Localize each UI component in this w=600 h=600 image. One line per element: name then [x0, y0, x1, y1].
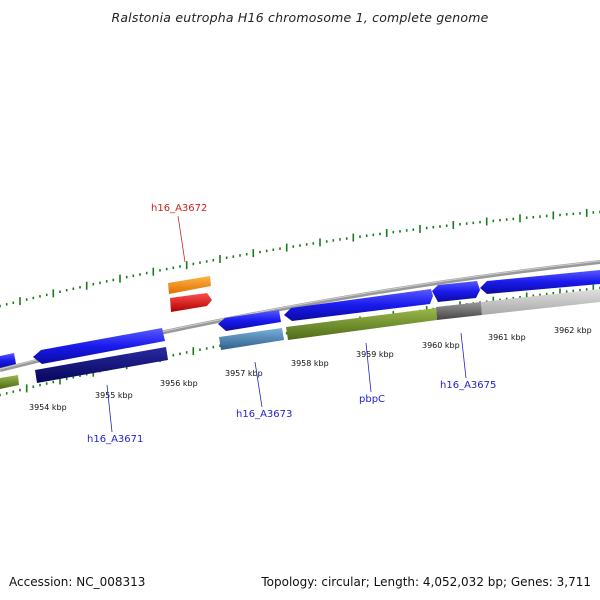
tick-label: 3961 kbp: [488, 333, 526, 342]
tick-label: 3959 kbp: [356, 350, 394, 359]
gene-h16_A3673-top[interactable]: [218, 310, 281, 331]
gene-h16_A3671-bottom[interactable]: [35, 347, 168, 383]
gene-h16_A3673-bottom[interactable]: [219, 328, 284, 350]
tick-label: 3962 kbp: [554, 326, 592, 335]
gene-left-edge-blue[interactable]: [0, 353, 16, 368]
gene-h16_A3671-top[interactable]: [33, 328, 165, 364]
genome-summary-text: Topology: circular; Length: 4,052,032 bp…: [261, 575, 591, 589]
gene-h16_A3675-bottom[interactable]: [436, 302, 482, 320]
gene-label-h16_A3671[interactable]: h16_A3671: [87, 434, 143, 445]
gene-label-h16_A3675[interactable]: h16_A3675: [440, 380, 496, 391]
map-title: Ralstonia eutropha H16 chromosome 1, com…: [111, 10, 489, 25]
tick-labels: 3954 kbp 3955 kbp 3956 kbp 3957 kbp 3958 kbp…: [29, 326, 592, 412]
leader-h16_A3672: [177, 215, 186, 263]
gene-right-bottom[interactable]: [481, 289, 600, 315]
gene-pbpC-bottom[interactable]: [286, 308, 437, 340]
gene-left-edge-olive[interactable]: [0, 375, 19, 389]
gene-right-top[interactable]: [480, 270, 600, 294]
tick-label: 3958 kbp: [291, 359, 329, 368]
gene-h16_A3672-top[interactable]: [168, 276, 211, 294]
gene-label-pbpC[interactable]: pbpC: [359, 394, 385, 405]
leader-h16_A3673: [254, 361, 263, 408]
accession-text: Accession: NC_008313: [9, 575, 146, 589]
leader-h16_A3675: [460, 332, 467, 379]
gene-h16_A3672-bottom[interactable]: [170, 293, 212, 312]
gene-label-h16_A3673[interactable]: h16_A3673: [236, 409, 292, 420]
tick-label: 3956 kbp: [160, 379, 198, 388]
tick-label: 3960 kbp: [422, 341, 460, 350]
gene-label-h16_A3672[interactable]: h16_A3672: [151, 203, 207, 214]
tick-label: 3957 kbp: [225, 369, 263, 378]
leader-pbpC: [365, 342, 372, 393]
gene-pbpC-top[interactable]: [284, 289, 433, 321]
tick-label: 3955 kbp: [95, 391, 133, 400]
outer-tick-ring: [0, 208, 600, 308]
tick-label: 3954 kbp: [29, 403, 67, 412]
gene-h16_A3675-top[interactable]: [432, 281, 480, 302]
leader-h16_A3671: [106, 384, 113, 433]
